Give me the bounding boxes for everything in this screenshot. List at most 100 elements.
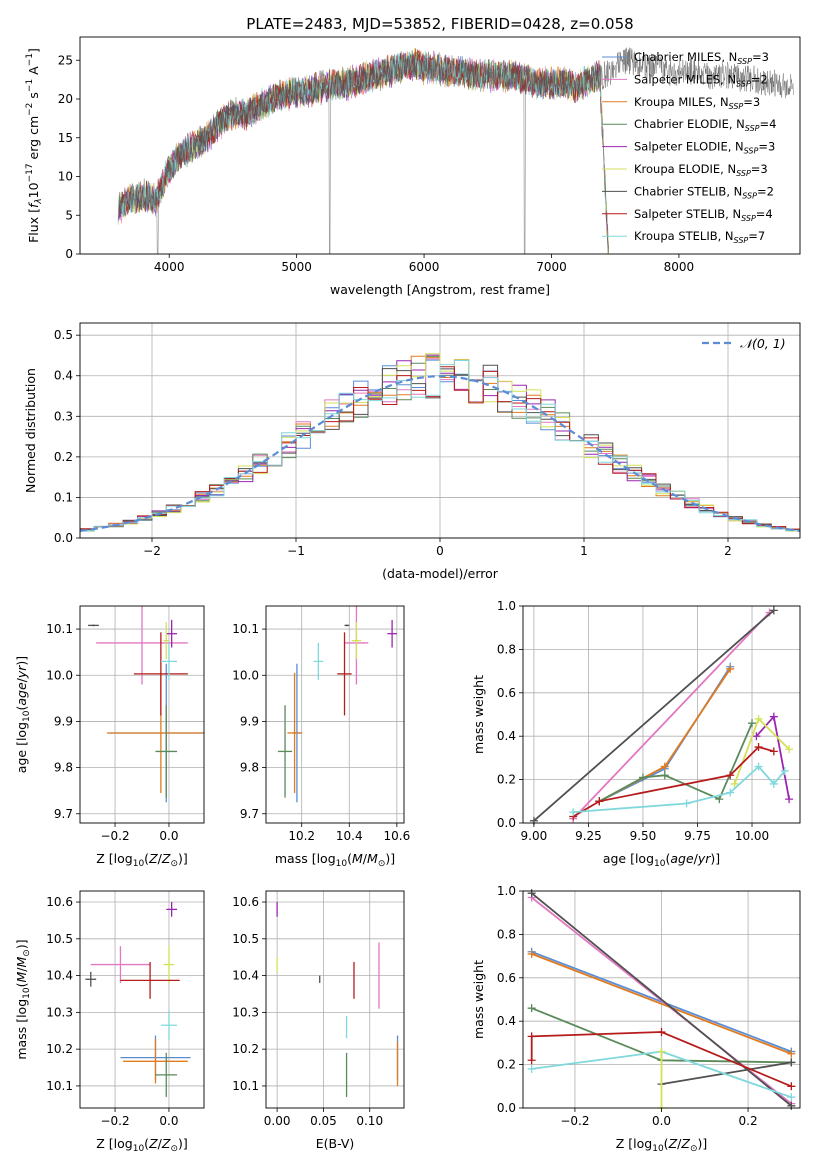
weight_vs_age-ylabel: mass weight bbox=[471, 675, 486, 754]
spectrum-panel: 4000 5000 6000 7000 8000 0 5 10 15 20 25 wavelength… bbox=[25, 36, 801, 297]
age_vs_mass-ytick-label: 9.7 bbox=[240, 807, 259, 821]
errorbar-point bbox=[313, 642, 324, 680]
weight_vs_Z-xtick-label: −0.2 bbox=[560, 1114, 589, 1128]
weight-series-line bbox=[533, 609, 775, 822]
mass-vs-metallicity-panel: −0.2 0.0 10.1 10.2 10.3 10.4 10.5 10.6 Z [log10(… bbox=[14, 890, 205, 1154]
legend-label: 𝒩(0, 1) bbox=[740, 336, 786, 351]
weight-series-line bbox=[755, 714, 790, 800]
errorbar-point bbox=[166, 902, 178, 917]
mass_vs_ebv-ytick-label: 10.1 bbox=[232, 1079, 259, 1093]
mass_vs_Z-ytick-label: 10.6 bbox=[46, 895, 73, 909]
weight-point-marker bbox=[769, 747, 778, 756]
age_vs_Z-ytick-label: 10.1 bbox=[46, 622, 73, 636]
weight-point-marker bbox=[638, 773, 647, 782]
figure-title: PLATE=2483, MJD=53852, FIBERID=0428, z=0… bbox=[246, 15, 633, 33]
mass_vs_Z-frame bbox=[79, 890, 205, 1109]
mass_vs_Z-xtick-label: 0.0 bbox=[159, 1114, 178, 1128]
weight_vs_Z-ylabel: mass weight bbox=[471, 960, 486, 1039]
weight-point-marker bbox=[726, 788, 735, 797]
weight-point-marker bbox=[595, 797, 604, 806]
spectrum-xlabel: wavelength [Angstrom, rest frame] bbox=[330, 282, 550, 297]
residuals-ytick-label: 0.1 bbox=[54, 490, 73, 504]
mass_vs_ebv-ytick-label: 10.3 bbox=[232, 1005, 259, 1019]
weight_vs_age-ytick-label: 1.0 bbox=[497, 599, 516, 613]
weight-point-marker bbox=[787, 1049, 796, 1058]
errorbar-point bbox=[163, 946, 175, 983]
weight-point-marker bbox=[726, 664, 735, 673]
mass_vs_ebv-frame bbox=[265, 890, 405, 1109]
spectrum-ytick-label: 5 bbox=[65, 208, 73, 222]
errorbar-point bbox=[155, 705, 178, 798]
mass_vs_ebv-ytick-label: 10.6 bbox=[232, 895, 259, 909]
weight_vs_Z-lines bbox=[527, 889, 796, 1112]
weight-point-marker bbox=[780, 766, 789, 775]
residuals-ylabel: Normed distribution bbox=[23, 368, 38, 493]
weight_vs_age-xtick-label: 9.75 bbox=[684, 829, 711, 843]
weight-point-marker bbox=[785, 795, 794, 804]
errorbar-point bbox=[287, 672, 302, 793]
errorbar-point bbox=[85, 971, 97, 987]
weight-point-marker bbox=[754, 743, 763, 752]
weight_vs_Z-ytick-label: 0.8 bbox=[497, 927, 516, 941]
weight-point-marker bbox=[787, 1101, 796, 1110]
weight_vs_age-xtick-label: 9.00 bbox=[521, 829, 548, 843]
residuals-xtick-label: 1 bbox=[580, 544, 588, 558]
weight_vs_Z-ytick-label: 0.4 bbox=[497, 1014, 516, 1028]
weight_vs_age-grid bbox=[523, 605, 800, 824]
mass_vs_Z-ytick-label: 10.1 bbox=[46, 1079, 73, 1093]
weight-series-line bbox=[572, 611, 771, 820]
weight_vs_Z-ytick-label: 0.0 bbox=[497, 1101, 516, 1115]
legend-label: Salpeter STELIB, NSSP=4 bbox=[634, 207, 773, 223]
age_vs_mass-ytick-label: 9.8 bbox=[240, 761, 259, 775]
weight_vs_age-xtick-label: 10.00 bbox=[735, 829, 769, 843]
spectrum-ytick-label: 25 bbox=[58, 53, 73, 67]
residuals-legend: 𝒩(0, 1) bbox=[702, 336, 786, 351]
mass_vs_ebv-xlabel: E(B-V) bbox=[316, 1136, 355, 1151]
age_vs_mass-ytick-label: 10.0 bbox=[232, 668, 259, 682]
residuals-xtick-label: 2 bbox=[724, 544, 732, 558]
weight-point-marker bbox=[726, 771, 735, 780]
mass_vs_Z-ytick-label: 10.3 bbox=[46, 1005, 73, 1019]
spectrum-ytick-label: 10 bbox=[58, 170, 73, 184]
spectrum-xtick-label: 5000 bbox=[281, 260, 312, 274]
residuals-histogram-panel: −2 −1 0 1 2 0.0 0.1 0.2 0.3 0.4 0.5 (data-model)/er… bbox=[23, 322, 801, 581]
age_vs_Z-xlabel: Z [log10(Z/Z⊙)] bbox=[96, 851, 188, 869]
weight_vs_Z-xtick-label: 0.0 bbox=[652, 1114, 671, 1128]
age-vs-metallicity-panel: −0.2 0.0 9.7 9.8 9.9 10.0 10.1 Z [log10(Z/Z⊙)] a… bbox=[14, 605, 205, 869]
normal-reference-curve bbox=[80, 375, 800, 532]
age_vs_Z-grid bbox=[80, 606, 204, 823]
errorbar-point bbox=[166, 619, 178, 648]
legend-label: Salpeter MILES, NSSP=2 bbox=[634, 72, 768, 88]
spectrum-xtick-label: 6000 bbox=[409, 260, 440, 274]
mass_vs_Z-ytick-label: 10.4 bbox=[46, 969, 73, 983]
mass_vs_ebv-points bbox=[276, 902, 399, 1097]
spectrum-xtick-label: 4000 bbox=[154, 260, 185, 274]
age_vs_Z-ylabel: age [log10(age/yr)] bbox=[14, 656, 32, 773]
errorbar-point bbox=[120, 961, 180, 999]
errorbar-point bbox=[90, 946, 151, 983]
weight-point-marker bbox=[752, 732, 761, 741]
age_vs_Z-ytick-label: 9.8 bbox=[54, 761, 73, 775]
legend-label: Salpeter ELODIE, NSSP=3 bbox=[634, 140, 775, 156]
weight-point-marker bbox=[527, 1064, 536, 1073]
weight-series-line bbox=[598, 668, 731, 803]
spectrum-lines bbox=[117, 47, 794, 254]
weight-series-line bbox=[598, 666, 731, 803]
weight_vs_age-frame bbox=[522, 605, 801, 824]
mass_vs_Z-ytick-label: 10.2 bbox=[46, 1042, 73, 1056]
weight-point-marker bbox=[657, 1028, 666, 1037]
mass_vs_Z-grid bbox=[80, 891, 204, 1108]
errorbar-point bbox=[351, 622, 362, 660]
mass_vs_ebv-xtick-label: 0.00 bbox=[264, 1114, 291, 1128]
age_vs_Z-xtick-label: −0.2 bbox=[100, 829, 129, 843]
weight-point-marker bbox=[527, 1032, 536, 1041]
spectrum-xtick-label: 7000 bbox=[536, 260, 567, 274]
age_vs_mass-xtick-label: 10.2 bbox=[288, 829, 315, 843]
mass_vs_ebv-ytick-label: 10.2 bbox=[232, 1042, 259, 1056]
spectrum-ytick-label: 20 bbox=[58, 92, 73, 106]
mass_vs_Z-xtick-label: −0.2 bbox=[100, 1114, 129, 1128]
errorbar-point bbox=[160, 1010, 178, 1040]
age_vs_mass-ytick-label: 10.1 bbox=[232, 622, 259, 636]
spectrum-frame bbox=[79, 36, 801, 255]
errorbar-point bbox=[387, 619, 397, 648]
